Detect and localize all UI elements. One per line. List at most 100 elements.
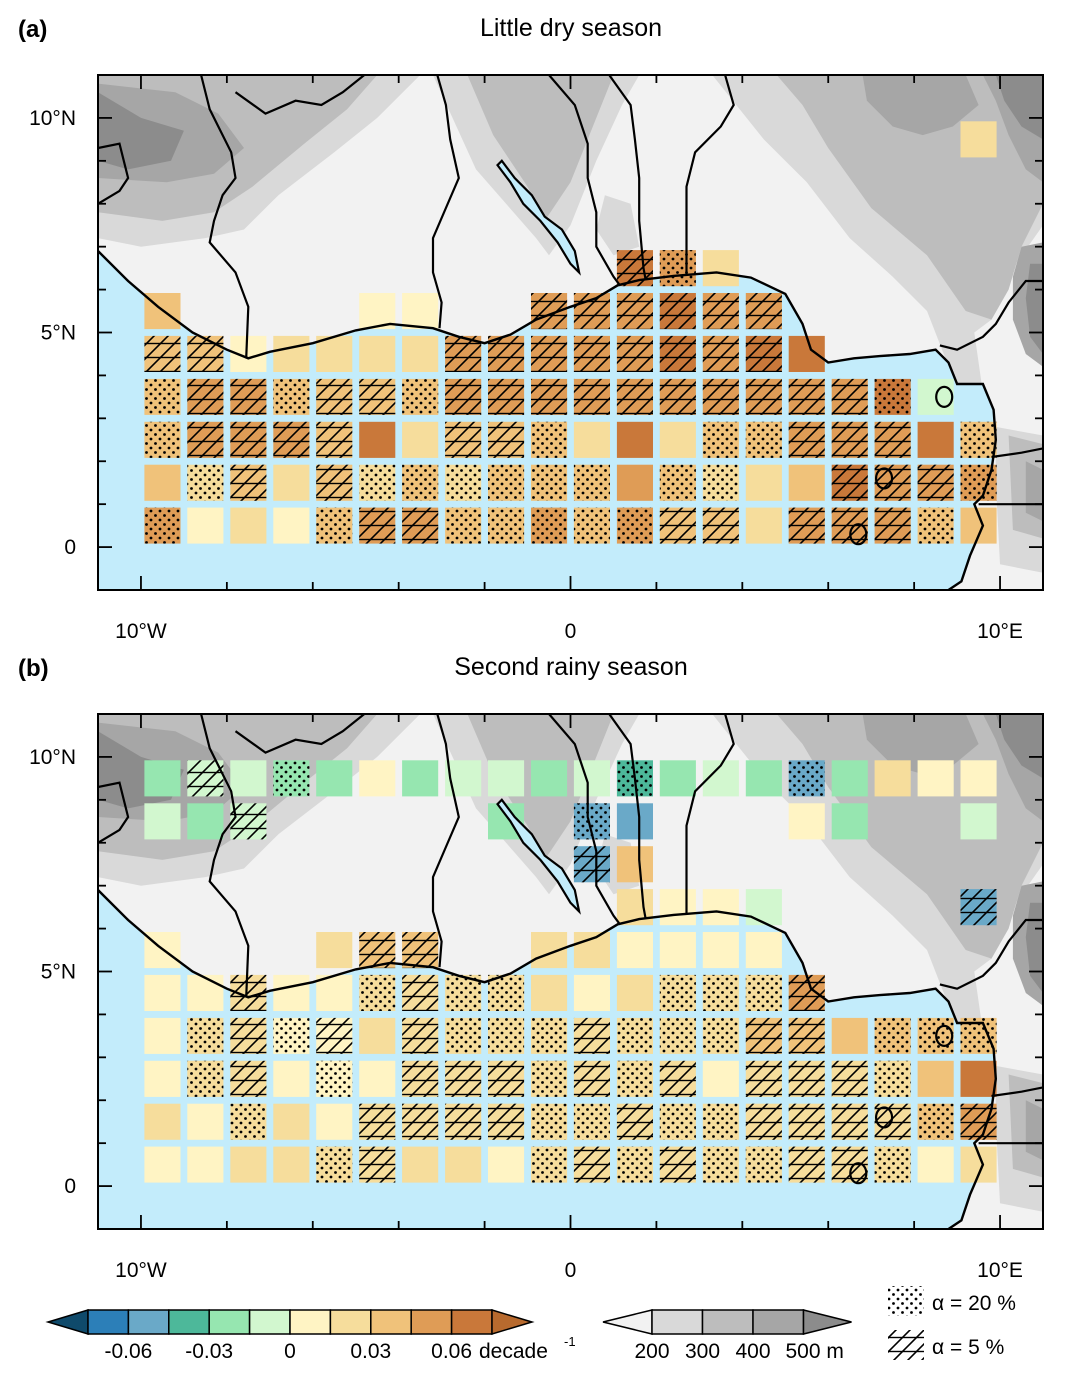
trend-cell bbox=[745, 889, 782, 926]
ocean bbox=[98, 251, 996, 590]
country-border bbox=[608, 714, 647, 920]
significance-hatch bbox=[531, 378, 568, 415]
country-border bbox=[431, 75, 460, 329]
significance-hatch bbox=[359, 1103, 396, 1140]
trend-cell bbox=[316, 335, 353, 372]
significance-dots bbox=[616, 1060, 653, 1097]
significance-dots bbox=[445, 507, 482, 544]
x-tick-label: 10°W bbox=[115, 1259, 167, 1279]
x-tick-label: 10°W bbox=[115, 620, 167, 640]
lake-volta bbox=[496, 159, 581, 276]
trend-cell bbox=[788, 335, 825, 372]
significance-hatch bbox=[359, 1146, 396, 1183]
significance-hatch bbox=[788, 378, 825, 415]
significance-hatch bbox=[488, 1103, 525, 1140]
significance-hatch bbox=[659, 1146, 696, 1183]
colorbar-min-arrow bbox=[45, 1308, 89, 1336]
significance-dots bbox=[874, 1146, 911, 1183]
trend-cell bbox=[144, 1017, 181, 1054]
significance-hatch bbox=[788, 507, 825, 544]
significance-dots bbox=[144, 378, 181, 415]
trend-cell bbox=[402, 1146, 439, 1183]
colorbar-box bbox=[370, 1309, 412, 1335]
elevation-contour bbox=[862, 75, 979, 136]
significance-hatch bbox=[788, 1017, 825, 1054]
significance-hatch bbox=[573, 846, 610, 883]
significance-hatch bbox=[788, 974, 825, 1011]
significance-dots bbox=[531, 1146, 568, 1183]
significance-hatch bbox=[659, 507, 696, 544]
panel-b-title: Second rainy season bbox=[454, 653, 688, 681]
colorbar-box bbox=[168, 1309, 210, 1335]
y-tick-label: 0 bbox=[64, 1175, 76, 1198]
significance-dots bbox=[659, 1017, 696, 1054]
significance-dots bbox=[616, 1017, 653, 1054]
elevation-contour bbox=[995, 714, 1043, 779]
country-border bbox=[608, 75, 647, 281]
significance-dots bbox=[144, 421, 181, 458]
elevation-tick-label: 200 bbox=[634, 1340, 669, 1363]
significance-dots bbox=[616, 507, 653, 544]
significance-dots bbox=[359, 464, 396, 501]
trend-cell bbox=[187, 507, 224, 544]
colorbar-box bbox=[289, 1309, 332, 1335]
country-border bbox=[939, 918, 1043, 990]
country-border bbox=[234, 75, 365, 115]
significance-dots bbox=[573, 464, 610, 501]
elevation-tick-label: 500 m bbox=[786, 1340, 844, 1363]
colorbar-box bbox=[410, 1309, 453, 1335]
trend-cell bbox=[960, 803, 997, 840]
significance-dots bbox=[187, 464, 224, 501]
colorbar-tick-label: 0.03 bbox=[350, 1340, 391, 1363]
significance-hatch bbox=[616, 378, 653, 415]
trend-cell bbox=[144, 974, 181, 1011]
y-tick-label: 5°N bbox=[41, 322, 76, 345]
elevation-bar-min-arrow bbox=[602, 1309, 653, 1335]
country-border bbox=[685, 714, 735, 914]
significance-dots bbox=[874, 1017, 911, 1054]
trend-cell bbox=[488, 1146, 525, 1183]
trend-cell bbox=[573, 974, 610, 1011]
significance-hatch bbox=[488, 378, 525, 415]
elevation-contour bbox=[1025, 902, 1043, 993]
significance-hatch bbox=[445, 378, 482, 415]
significance-dots bbox=[273, 378, 310, 415]
significance-dots bbox=[745, 1146, 782, 1183]
trend-cell bbox=[573, 421, 610, 458]
trend-cell bbox=[874, 760, 911, 797]
lake-volta bbox=[496, 798, 581, 915]
colorbar-tick-label: -0.03 bbox=[185, 1340, 233, 1363]
significance-dots bbox=[788, 760, 825, 797]
trend-cell bbox=[273, 974, 310, 1011]
elevation-bar-box bbox=[701, 1309, 754, 1335]
significance-dots bbox=[316, 507, 353, 544]
significance-dots bbox=[273, 760, 310, 797]
significance-hatch bbox=[488, 335, 525, 372]
trend-cell bbox=[187, 1103, 224, 1140]
island bbox=[849, 1162, 868, 1185]
colorbar-max-arrow bbox=[491, 1308, 535, 1336]
panel-b-label: (b) bbox=[18, 655, 49, 682]
trend-cell bbox=[917, 421, 954, 458]
significance-hatch bbox=[831, 421, 868, 458]
trend-cell bbox=[273, 1060, 310, 1097]
trend-cell bbox=[745, 464, 782, 501]
significance-hatch bbox=[874, 1103, 911, 1140]
trend-cell bbox=[488, 760, 525, 797]
elevation-contour bbox=[1025, 461, 1043, 522]
significance-dots bbox=[702, 421, 739, 458]
trend-cell bbox=[144, 1060, 181, 1097]
significance-hatch bbox=[831, 1060, 868, 1097]
significance-hatch bbox=[402, 1060, 439, 1097]
trend-cell bbox=[573, 760, 610, 797]
trend-cell bbox=[917, 760, 954, 797]
colorbar-tick-label: 0 bbox=[284, 1340, 296, 1363]
dots-icon bbox=[888, 1286, 924, 1316]
significance-dots bbox=[702, 974, 739, 1011]
significance-dots bbox=[659, 250, 696, 287]
country-border bbox=[939, 279, 1043, 351]
coastline bbox=[98, 250, 998, 590]
trend-cell bbox=[144, 760, 181, 797]
significance-hatch bbox=[745, 335, 782, 372]
elevation-contour bbox=[98, 92, 184, 170]
